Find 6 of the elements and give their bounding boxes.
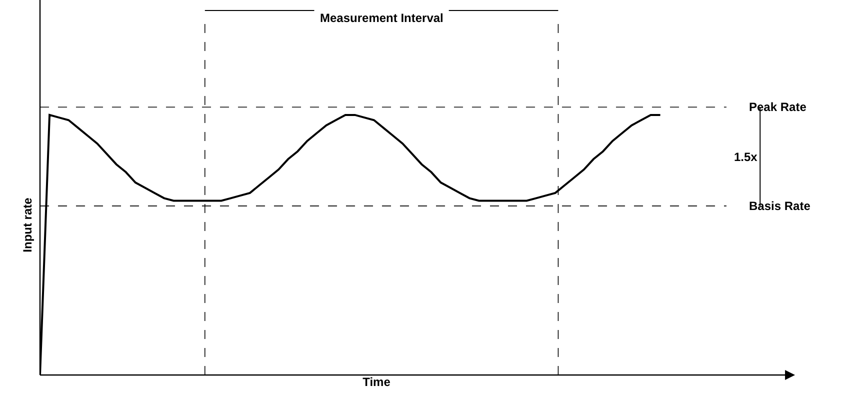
y-axis-title: Input rate	[20, 197, 34, 252]
x-axis-title: Time	[362, 374, 391, 389]
ref-line-label: Peak Rate	[749, 100, 807, 114]
text: 1.5x	[734, 150, 758, 164]
text: Measurement Interval	[320, 11, 444, 25]
ref-line-label: Basis Rate	[749, 199, 811, 213]
